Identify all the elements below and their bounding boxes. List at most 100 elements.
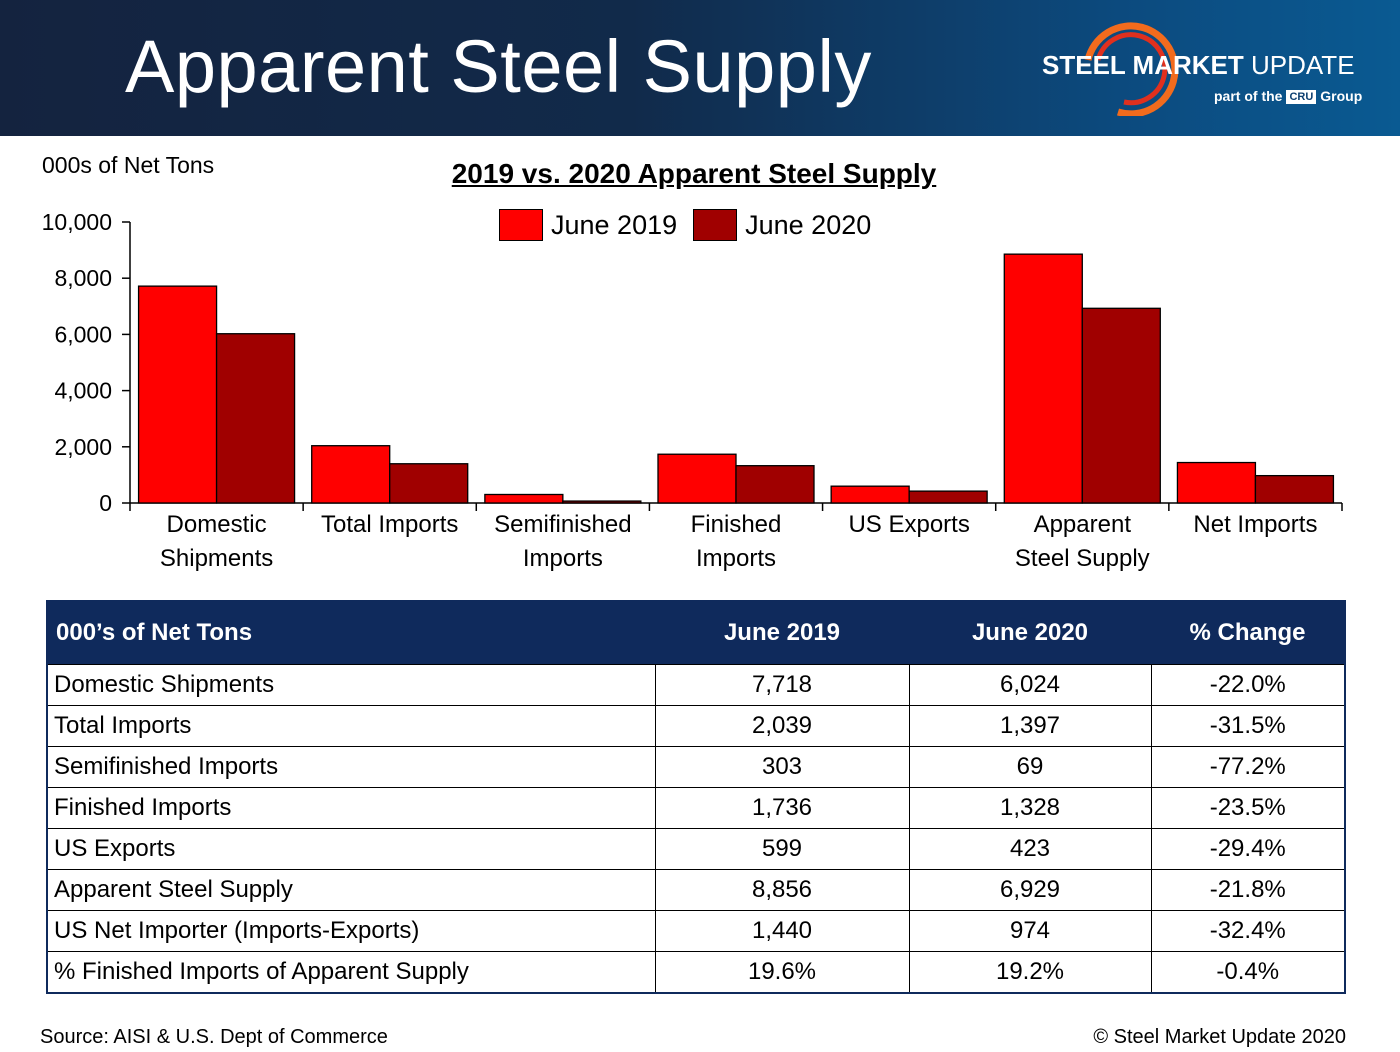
- table-row: % Finished Imports of Apparent Supply 19.…: [46, 951, 1346, 994]
- x-category-label: Domestic: [167, 511, 267, 538]
- table-cell: 974: [908, 910, 1152, 952]
- bar-2020: [215, 333, 296, 504]
- x-category-label: Semifinished: [494, 511, 631, 538]
- page-title: Apparent Steel Supply: [125, 25, 872, 108]
- bar-2020: [389, 463, 469, 504]
- table-header-cell: 000’s of Net Tons: [47, 601, 655, 665]
- table-cell: 423: [908, 828, 1152, 870]
- table-cell: 303: [654, 746, 910, 788]
- bar-2020: [735, 465, 815, 504]
- bar-chart: 0 2,000 4,000 6,000 8,000 10,000 Domestic Shipm…: [42, 209, 1343, 572]
- bar-2019: [830, 485, 910, 504]
- cru-badge: CRU: [1286, 90, 1317, 105]
- x-category-label: Shipments: [160, 545, 273, 572]
- table-row: Domestic Shipments 7,718 6,024 -22.0%: [46, 664, 1346, 706]
- bar-2019: [657, 453, 737, 504]
- table-cell: Domestic Shipments: [46, 664, 656, 706]
- table-header-row: 000’s of Net Tons June 2019 June 2020 % …: [47, 601, 1345, 665]
- source-note: Source: AISI & U.S. Dept of Commerce: [40, 1026, 388, 1048]
- units-label: 000s of Net Tons: [42, 152, 215, 178]
- x-category-label: Imports: [696, 545, 776, 572]
- bar-2019: [137, 285, 218, 504]
- copyright-note: © Steel Market Update 2020: [1093, 1026, 1346, 1048]
- y-tick-label: 6,000: [54, 321, 112, 347]
- table-cell: 1,397: [908, 705, 1152, 747]
- table-cell: US Exports: [46, 828, 656, 870]
- table-cell: -31.5%: [1150, 705, 1346, 747]
- table-header-cell: June 2020: [909, 601, 1151, 665]
- table-row: Semifinished Imports 303 69 -77.2%: [46, 746, 1346, 788]
- table-cell: -21.8%: [1150, 869, 1346, 911]
- table-row: Apparent Steel Supply 8,856 6,929 -21.8%: [46, 869, 1346, 911]
- table-cell: -0.4%: [1150, 951, 1346, 994]
- table-row: US Net Importer (Imports-Exports) 1,440 97…: [46, 910, 1346, 952]
- logo-brand: STEEL MARKET UPDATE: [1042, 50, 1355, 81]
- x-category-label: US Exports: [848, 511, 969, 538]
- table-cell: 8,856: [654, 869, 910, 911]
- table-header-cell: June 2019: [655, 601, 909, 665]
- table-cell: 6,024: [908, 664, 1152, 706]
- chart-legend: June 2019 June 2020: [499, 209, 887, 241]
- table-row: Total Imports 2,039 1,397 -31.5%: [46, 705, 1346, 747]
- legend-item-2019: June 2019: [499, 209, 677, 241]
- table-cell: Apparent Steel Supply: [46, 869, 656, 911]
- x-category-label: Net Imports: [1193, 511, 1317, 538]
- table-row: Finished Imports 1,736 1,328 -23.5%: [46, 787, 1346, 829]
- x-category-label: Total Imports: [321, 511, 458, 538]
- x-category-label: Steel Supply: [1015, 545, 1150, 572]
- y-tick-label: 0: [99, 490, 112, 516]
- table-cell: -32.4%: [1150, 910, 1346, 952]
- bar-2020: [908, 490, 988, 504]
- x-category-label: Apparent: [1034, 511, 1132, 538]
- logo-sub-suffix: Group: [1320, 88, 1363, 104]
- bar-2020: [562, 500, 642, 504]
- logo-brand-light: UPDATE: [1251, 50, 1355, 80]
- table-cell: 599: [654, 828, 910, 870]
- table-cell: 2,039: [654, 705, 910, 747]
- table-cell: 19.2%: [908, 951, 1152, 994]
- bar-2019: [1176, 461, 1257, 504]
- table-cell: 6,929: [908, 869, 1152, 911]
- y-tick-label: 4,000: [54, 378, 112, 404]
- bar-2019: [311, 445, 391, 504]
- table-cell: -23.5%: [1150, 787, 1346, 829]
- table-cell: 69: [908, 746, 1152, 788]
- x-category-label: Finished: [691, 511, 782, 538]
- bar-2019: [484, 493, 564, 504]
- logo-sub-prefix: part of the: [1214, 88, 1283, 104]
- table-header-cell: % Change: [1151, 601, 1345, 665]
- table-cell: 1,440: [654, 910, 910, 952]
- legend-label-2019: June 2019: [551, 209, 678, 240]
- y-tick-label: 8,000: [54, 265, 112, 291]
- header-banner: Apparent Steel Supply STEEL MARKET UPDAT…: [0, 0, 1400, 136]
- legend-label-2020: June 2020: [745, 209, 872, 240]
- y-tick-label: 10,000: [42, 209, 112, 235]
- table-cell: -22.0%: [1150, 664, 1346, 706]
- table-cell: US Net Importer (Imports-Exports): [46, 910, 656, 952]
- table-cell: Total Imports: [46, 705, 656, 747]
- bar-2019: [1003, 253, 1083, 504]
- table-cell: % Finished Imports of Apparent Supply: [46, 951, 656, 994]
- table-cell: Semifinished Imports: [46, 746, 656, 788]
- steel-market-update-logo: STEEL MARKET UPDATE part of the CRU Group: [1030, 18, 1380, 118]
- table-cell: 19.6%: [654, 951, 910, 994]
- table-cell: Finished Imports: [46, 787, 656, 829]
- table-cell: 1,736: [654, 787, 910, 829]
- logo-brand-bold: STEEL MARKET: [1042, 50, 1244, 80]
- table-cell: 1,328: [908, 787, 1152, 829]
- chart-title: 2019 vs. 2020 Apparent Steel Supply: [451, 158, 937, 189]
- table-row: US Exports 599 423 -29.4%: [46, 828, 1346, 870]
- table-cell: 7,718: [654, 664, 910, 706]
- bar-2020: [1081, 307, 1161, 504]
- table-cell: -77.2%: [1150, 746, 1346, 788]
- legend-item-2020: June 2020: [693, 209, 871, 241]
- data-table: 000’s of Net Tons June 2019 June 2020 % …: [46, 600, 1346, 994]
- logo-subline: part of the CRU Group: [1214, 88, 1363, 105]
- y-tick-label: 2,000: [54, 434, 112, 460]
- x-category-label: Imports: [523, 545, 603, 572]
- table-cell: -29.4%: [1150, 828, 1346, 870]
- legend-swatch-2020: [693, 209, 738, 241]
- legend-swatch-2019: [499, 209, 543, 241]
- bar-2020: [1254, 474, 1335, 504]
- logo-arc-icon: [1084, 22, 1179, 116]
